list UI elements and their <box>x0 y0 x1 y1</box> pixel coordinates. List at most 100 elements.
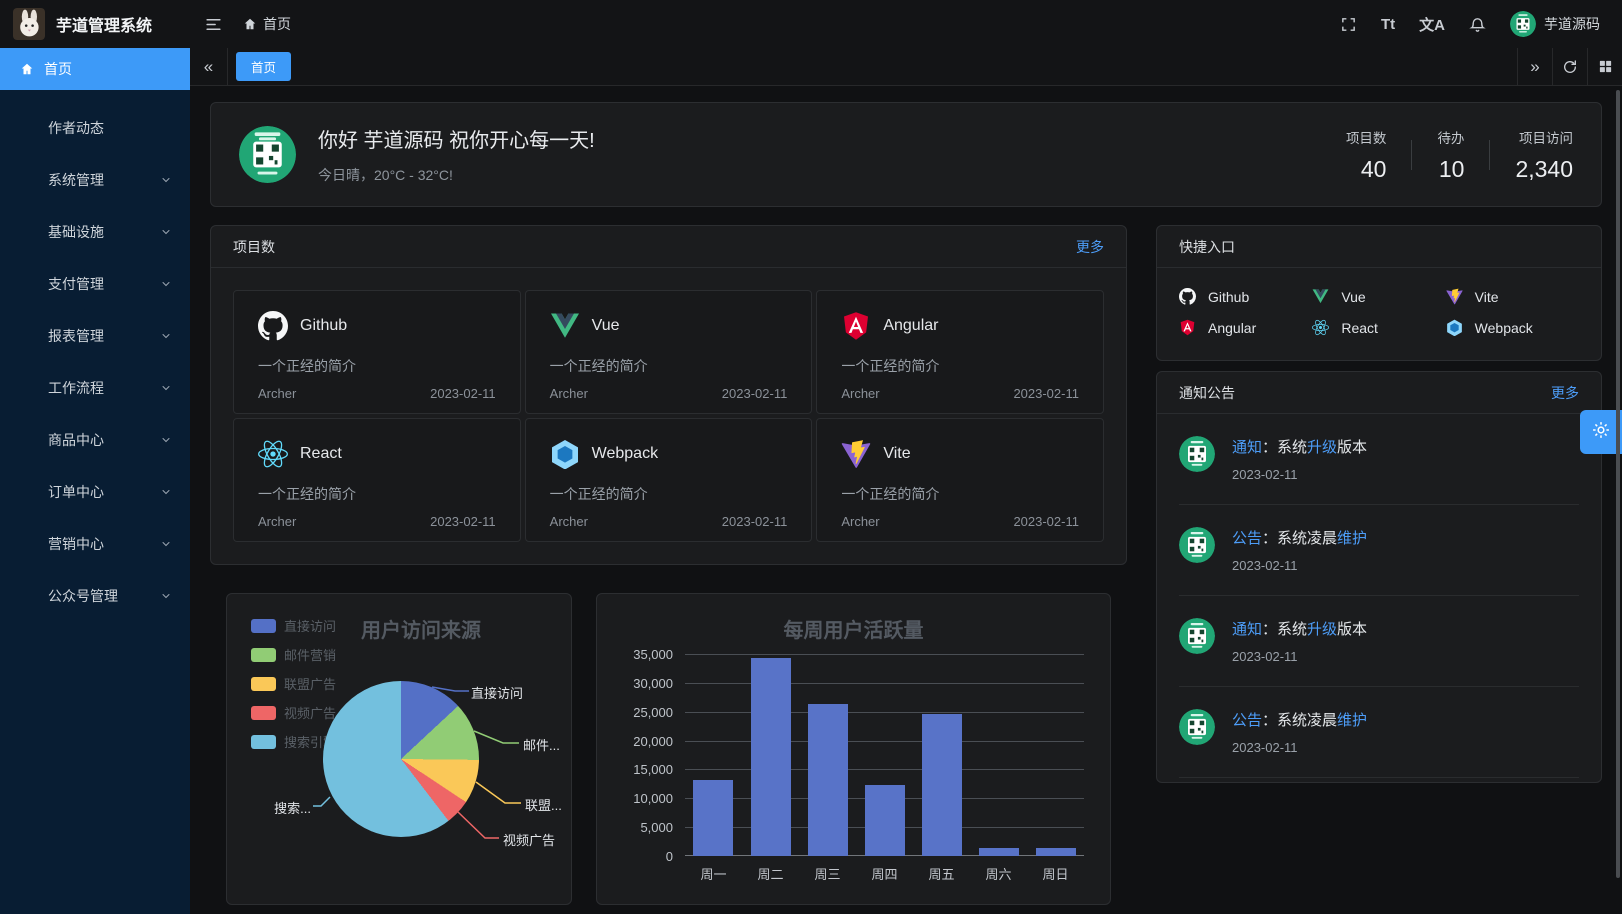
greeting-qr-avatar <box>239 126 296 183</box>
project-card-webpack[interactable]: Webpack 一个正经的简介 Archer 2023-02-11 <box>524 418 813 542</box>
sidebar-item-label: 商品中心 <box>48 432 104 448</box>
notice-item[interactable]: 通知：系统升级版本 2023-02-11 <box>1179 596 1579 687</box>
bar-周四[interactable] <box>864 784 905 856</box>
legend-item[interactable]: 联盟广告 <box>251 674 336 693</box>
notice-item[interactable]: 通知：系统升级版本 2023-02-11 <box>1179 414 1579 505</box>
sidebar-item-home[interactable]: 首页 <box>0 48 190 90</box>
sidebar-item-label: 系统管理 <box>48 172 104 188</box>
sidebar-item-5[interactable]: 报表管理 <box>0 310 190 362</box>
greeting-subtitle: 今日晴，20°C - 32°C! <box>318 167 453 183</box>
shortcuts-grid: Github Vue Vite Angular React Webpack <box>1157 268 1601 360</box>
notices-more-link[interactable]: 更多 <box>1551 384 1579 401</box>
bar-category-label: 周五 <box>928 867 955 882</box>
sidebar-item-2[interactable]: 系统管理 <box>0 154 190 206</box>
settings-gear-button[interactable] <box>1580 410 1622 454</box>
tabs-scroll-right-icon[interactable]: » <box>1517 48 1552 85</box>
project-desc: 一个正经的简介 <box>549 486 648 502</box>
project-desc: 一个正经的简介 <box>258 358 356 374</box>
shortcut-vite[interactable]: Vite <box>1446 288 1579 305</box>
bar-plot-area[interactable] <box>685 654 1084 856</box>
pie-chart[interactable] <box>323 681 479 837</box>
shortcut-label: Angular <box>1208 319 1257 336</box>
stat-divider <box>1489 139 1491 170</box>
bar-周六[interactable] <box>978 848 1019 856</box>
user-menu[interactable]: 芋道源码 <box>1510 11 1600 37</box>
projects-panel-title: 项目数 <box>233 238 275 255</box>
notice-item[interactable]: 公告：系统凌晨维护 2023-02-11 <box>1179 505 1579 596</box>
bar-category-label: 周日 <box>1042 867 1069 882</box>
project-card-react[interactable]: React 一个正经的简介 Archer 2023-02-11 <box>233 418 521 542</box>
tab-refresh-icon[interactable] <box>1552 48 1587 85</box>
sidebar-item-7[interactable]: 商品中心 <box>0 414 190 466</box>
project-name: Vite <box>883 445 911 462</box>
fullscreen-icon[interactable] <box>1340 16 1357 33</box>
font-size-icon[interactable]: Tt <box>1380 15 1396 33</box>
breadcrumb-home-icon[interactable] <box>243 17 257 31</box>
pie-slice-label: 邮件... <box>523 738 560 753</box>
legend-item[interactable]: 邮件营销 <box>251 645 336 664</box>
app-logo[interactable] <box>13 8 45 40</box>
bar-周五[interactable] <box>921 713 962 856</box>
project-card-vue[interactable]: Vue 一个正经的简介 Archer 2023-02-11 <box>524 290 813 414</box>
bar-周三[interactable] <box>807 704 848 856</box>
legend-item[interactable]: 直接访问 <box>251 616 336 635</box>
sidebar-fold-icon[interactable] <box>204 15 223 34</box>
shortcut-react[interactable]: React <box>1312 319 1445 336</box>
project-name: Webpack <box>591 445 659 462</box>
sidebar-item-10[interactable]: 公众号管理 <box>0 570 190 622</box>
project-author: Archer <box>258 514 297 529</box>
stat-value: 2,340 <box>1515 155 1573 182</box>
sidebar-item-6[interactable]: 工作流程 <box>0 362 190 414</box>
header-actions: Tt 文A 芋道源码 <box>1340 11 1622 37</box>
notices-list: 通知：系统升级版本 2023-02-11 公告：系统凌晨维护 2023-02-11 通知… <box>1157 414 1601 782</box>
language-icon[interactable]: 文A <box>1419 16 1445 34</box>
sidebar-item-9[interactable]: 营销中心 <box>0 518 190 570</box>
project-card-github[interactable]: Github 一个正经的简介 Archer 2023-02-11 <box>233 290 521 414</box>
tab-首页[interactable]: 首页 <box>236 52 292 81</box>
notices-panel-title: 通知公告 <box>1179 384 1235 401</box>
notice-item[interactable]: 公告：系统凌晨维护 2023-02-11 <box>1179 687 1579 778</box>
project-name: Github <box>300 317 348 334</box>
sidebar-item-3[interactable]: 基础设施 <box>0 206 190 258</box>
projects-more-link[interactable]: 更多 <box>1076 238 1104 255</box>
sidebar-item-label: 首页 <box>44 61 72 77</box>
tabs-scroll-left-icon[interactable]: « <box>190 48 228 85</box>
legend-item[interactable]: 视频广告 <box>251 703 336 722</box>
sidebar-item-label: 订单中心 <box>48 484 104 500</box>
shortcut-github[interactable]: Github <box>1179 288 1312 305</box>
shortcut-angular[interactable]: Angular <box>1179 319 1312 336</box>
bar-chart-title: 每周用户活跃量 <box>783 620 924 642</box>
bar-周一[interactable] <box>693 779 734 856</box>
scrollbar[interactable] <box>1616 90 1620 878</box>
angular-icon <box>841 311 871 341</box>
tab-actions-grid-icon[interactable] <box>1587 48 1622 85</box>
sidebar-item-4[interactable]: 支付管理 <box>0 258 190 310</box>
sidebar-item-label: 工作流程 <box>48 380 104 396</box>
app-header: 芋道管理系统 首页 Tt 文A 芋道源码 <box>0 0 1622 48</box>
chevron-down-icon <box>160 278 172 290</box>
projects-panel: 项目数 更多 Github 一个正经的简介 Archer 2023-02-11 Vue 一… <box>210 225 1127 565</box>
bar-y-axis: 0 5,000 10,000 15,000 20,000 25,000 30,000 35,0… <box>633 647 673 864</box>
greeting-text: 你好 芋道源码 祝你开心每一天! 今日晴，20°C - 32°C! <box>318 124 595 185</box>
shortcut-label: Webpack <box>1474 319 1533 336</box>
project-card-vite[interactable]: Vite 一个正经的简介 Archer 2023-02-11 <box>816 418 1104 542</box>
project-card-angular[interactable]: Angular 一个正经的简介 Archer 2023-02-11 <box>816 290 1104 414</box>
bell-icon[interactable] <box>1469 16 1486 33</box>
projects-grid: Github 一个正经的简介 Archer 2023-02-11 Vue 一个正经的简介 A… <box>211 268 1126 564</box>
shortcut-vue[interactable]: Vue <box>1312 288 1445 305</box>
greeting-stats: 项目数 40 待办 10 项目访问 2,340 <box>1321 127 1573 183</box>
shortcut-webpack[interactable]: Webpack <box>1446 319 1579 336</box>
sidebar-item-1[interactable]: 作者动态 <box>0 102 190 154</box>
bar-周日[interactable] <box>1035 848 1076 856</box>
project-author: Archer <box>549 514 588 529</box>
bar-周二[interactable] <box>750 658 791 856</box>
chevron-down-icon <box>160 590 172 602</box>
breadcrumb-home-label[interactable]: 首页 <box>263 16 291 32</box>
sidebar-item-8[interactable]: 订单中心 <box>0 466 190 518</box>
project-date: 2023-02-11 <box>430 386 496 401</box>
notice-qr-avatar <box>1179 709 1215 745</box>
project-name: Angular <box>883 317 939 334</box>
stat-value: 40 <box>1360 155 1387 182</box>
github-icon <box>1179 288 1196 305</box>
pie-chart-title: 用户访问来源 <box>361 620 481 642</box>
